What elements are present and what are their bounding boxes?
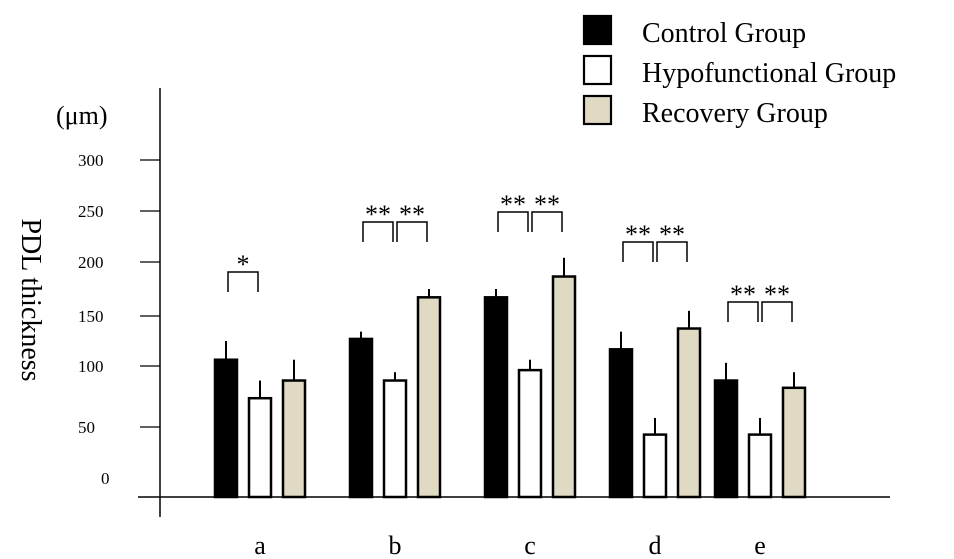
bar [382, 379, 408, 499]
bar [608, 348, 634, 499]
y-tick-label: 200 [78, 253, 104, 272]
y-tick-label: 50 [78, 418, 95, 437]
bar [551, 275, 577, 499]
significance-marker: ** [500, 190, 526, 219]
legend-swatch [582, 94, 613, 126]
legend-swatch [582, 54, 613, 86]
bars [213, 257, 807, 499]
legend-label: Control Group [642, 18, 806, 49]
x-axis: a b c d e [138, 496, 890, 559]
bar [416, 296, 442, 499]
significance-brackets: *** ** ** **** **** ** [227, 190, 793, 322]
x-tick-label: b [389, 531, 402, 559]
significance-bracket [362, 221, 394, 242]
y-tick-label: 100 [78, 357, 104, 376]
y-tick-label: 0 [101, 469, 110, 488]
significance-marker: ** [399, 200, 425, 229]
significance-marker: ** [534, 190, 560, 219]
significance-marker: ** [625, 220, 651, 249]
legend-label: Hypofunctional Group [642, 58, 896, 89]
significance-bracket [727, 301, 759, 322]
bar [781, 386, 807, 499]
legend: Control Group Hypofunctional Group Recover… [582, 14, 896, 129]
bar [213, 358, 239, 499]
significance-bracket [656, 241, 688, 262]
x-tick-label: e [754, 531, 766, 559]
y-axis-label: PDL thickness [15, 218, 46, 381]
y-axis: 0 50 100 150 200 250 300 [78, 88, 161, 517]
significance-bracket [227, 271, 259, 292]
significance-marker: ** [730, 280, 756, 309]
significance-marker: ** [659, 220, 685, 249]
bar [247, 396, 273, 499]
bar [483, 296, 509, 499]
x-tick-label: c [524, 531, 536, 559]
bar [713, 379, 739, 499]
significance-marker: * [237, 250, 250, 279]
significance-bracket [531, 211, 563, 232]
significance-bracket [396, 221, 428, 242]
significance-bracket [622, 241, 654, 262]
x-tick-label: d [649, 531, 662, 559]
legend-label: Recovery Group [642, 98, 828, 129]
bar [517, 368, 543, 499]
legend-swatch [582, 14, 613, 46]
y-tick-label: 300 [78, 151, 104, 170]
significance-bracket [761, 301, 793, 322]
y-axis-unit: (μm) [56, 101, 107, 130]
significance-marker: ** [764, 280, 790, 309]
significance-marker: ** [365, 200, 391, 229]
significance-bracket [497, 211, 529, 232]
bar [348, 337, 374, 499]
x-tick-label: a [254, 531, 266, 559]
bar [676, 327, 702, 499]
bar [642, 433, 668, 499]
bar [747, 433, 773, 499]
bar [281, 379, 307, 499]
y-tick-label: 150 [78, 307, 104, 326]
y-tick-label: 250 [78, 202, 104, 221]
